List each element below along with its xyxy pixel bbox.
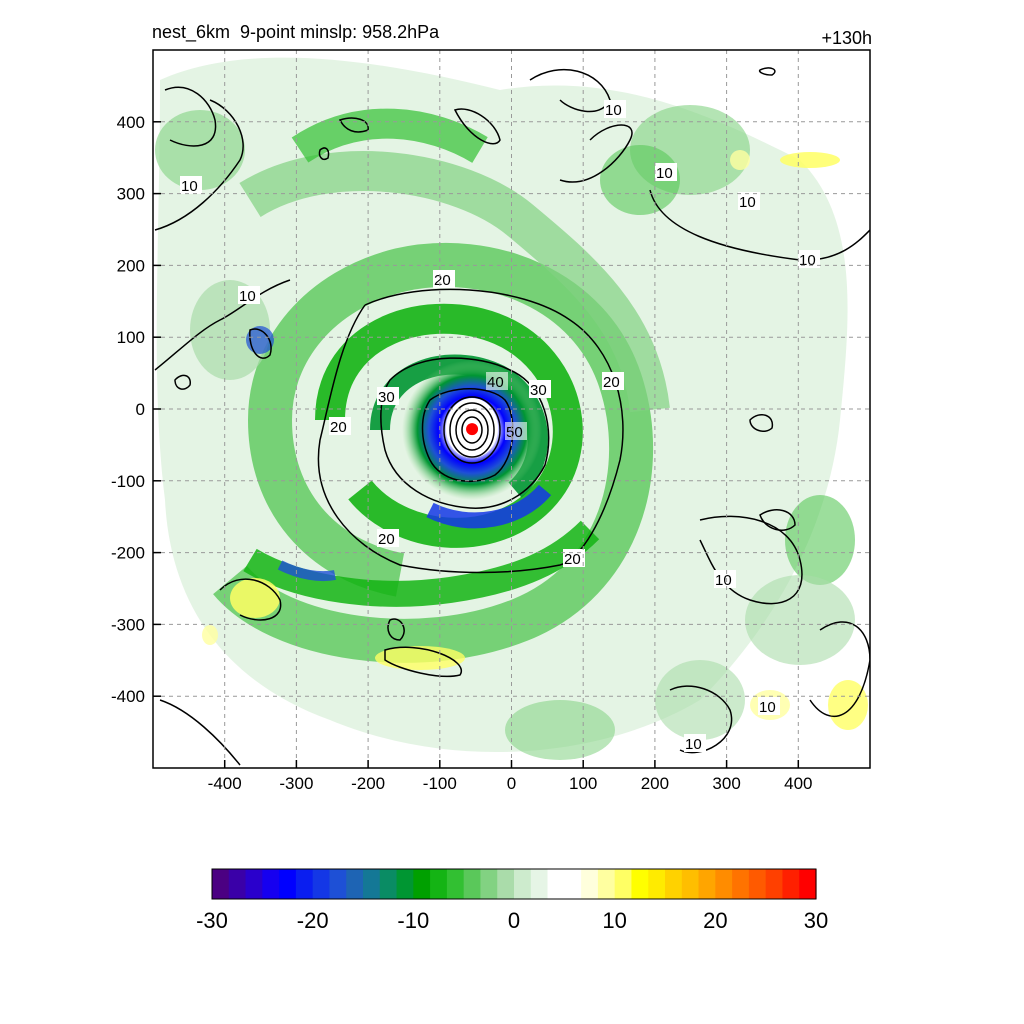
colorbar-cell — [681, 869, 700, 899]
forecast-hour-label: +130h — [821, 28, 872, 48]
figure-title: nest_6km 9-point minslp: 958.2hPa — [152, 22, 440, 42]
colorbar-cell — [346, 869, 364, 899]
colorbar-cell — [765, 869, 784, 899]
contour-label: 10 — [605, 102, 622, 119]
colorbar-cell — [396, 869, 414, 899]
colorbar-cell — [597, 869, 616, 899]
contour-label: 20 — [330, 419, 347, 436]
colorbar-cell — [665, 869, 683, 899]
contour-label: 10 — [239, 288, 256, 305]
contour-label: 40 — [487, 374, 504, 391]
y-tick-label: 300 — [117, 185, 145, 204]
y-tick-label: -100 — [111, 472, 145, 491]
colorbar-cell — [430, 869, 448, 899]
colorbar-cell — [228, 869, 247, 899]
colorbar-frame — [211, 868, 817, 900]
contour-label: 50 — [506, 424, 523, 441]
colorbar-cell — [698, 869, 716, 899]
colorbar-tick-label: 0 — [508, 908, 520, 933]
y-tick-label: -300 — [111, 615, 145, 634]
colorbar-tick-label: 30 — [804, 908, 828, 933]
y-tick-label: 100 — [117, 328, 145, 347]
contour-label: 20 — [378, 531, 395, 548]
colorbar-cell — [245, 869, 263, 899]
colorbar-cell — [631, 869, 649, 899]
contour-label: 10 — [799, 252, 816, 269]
colorbar-cell — [614, 869, 633, 899]
colorbar-cell — [379, 869, 398, 899]
x-tick-label: 0 — [507, 774, 516, 793]
colorbar-cell — [564, 869, 582, 899]
colorbar-cell — [497, 869, 515, 899]
colorbar-tick-label: -20 — [297, 908, 329, 933]
colorbar-tick-label: 10 — [602, 908, 626, 933]
colorbar-cell — [748, 869, 767, 899]
colorbar-cell — [514, 869, 532, 899]
contour-label: 10 — [685, 736, 702, 753]
contour-label: 10 — [656, 165, 673, 182]
x-tick-label: -100 — [423, 774, 457, 793]
y-tick-label: -200 — [111, 544, 145, 563]
colorbar-cell — [363, 869, 381, 899]
x-axis: -400 -300 -200 -100 0 100 200 300 400 — [208, 760, 812, 793]
wind-field-map: 10 10 10 10 10 10 10 10 10 20 20 20 20 2… — [111, 49, 871, 793]
contour-label: 20 — [434, 272, 451, 289]
colorbar-cell — [446, 869, 465, 899]
colorbar-cell — [547, 869, 565, 899]
colorbar-cell — [530, 869, 549, 899]
x-tick-label: 100 — [569, 774, 597, 793]
contour-label: 30 — [378, 389, 395, 406]
colorbar-cell — [581, 869, 599, 899]
colorbar-cell — [413, 869, 431, 899]
colorbar-cell — [480, 869, 498, 899]
y-tick-label: 400 — [117, 113, 145, 132]
colorbar-cell — [279, 869, 297, 899]
colorbar-labels: -30 -20 -10 0 10 20 30 — [196, 908, 828, 933]
colorbar-cell — [212, 869, 230, 899]
contour-label: 10 — [739, 194, 756, 211]
colorbar-cell — [312, 869, 331, 899]
colorbar-cell — [329, 869, 347, 899]
storm-center-marker — [466, 423, 479, 436]
colorbar-cell — [262, 869, 280, 899]
y-tick-label: 0 — [136, 400, 145, 419]
x-tick-label: 400 — [784, 774, 812, 793]
y-tick-label: -400 — [111, 687, 145, 706]
colorbar-tick-label: -30 — [196, 908, 228, 933]
contour-label: 10 — [715, 572, 732, 589]
filled-field — [155, 57, 868, 760]
x-tick-label: 200 — [641, 774, 669, 793]
colorbar-cell — [463, 869, 482, 899]
colorbar-cell — [648, 869, 666, 899]
colorbar-cell — [295, 869, 314, 899]
contour-label-group: 10 10 10 10 10 10 10 10 10 20 20 20 20 2… — [180, 100, 820, 753]
y-tick-label: 200 — [117, 256, 145, 275]
y-axis: 400 300 200 100 0 -100 -200 -300 -400 — [111, 113, 161, 706]
contour-label: 10 — [759, 699, 776, 716]
colorbar-cell — [732, 869, 750, 899]
x-tick-label: -400 — [208, 774, 242, 793]
x-tick-label: 300 — [712, 774, 740, 793]
contour-label: 10 — [181, 178, 198, 195]
contour-label: 30 — [530, 382, 547, 399]
colorbar-cell — [782, 869, 800, 899]
x-tick-label: -300 — [279, 774, 313, 793]
x-tick-label: -200 — [351, 774, 385, 793]
contour-label: 20 — [564, 551, 581, 568]
colorbar-cells — [212, 869, 817, 899]
contour-label: 20 — [603, 374, 620, 391]
colorbar-cell — [799, 869, 817, 899]
colorbar-tick-label: -10 — [397, 908, 429, 933]
colorbar-tick-label: 20 — [703, 908, 727, 933]
colorbar-cell — [715, 869, 733, 899]
